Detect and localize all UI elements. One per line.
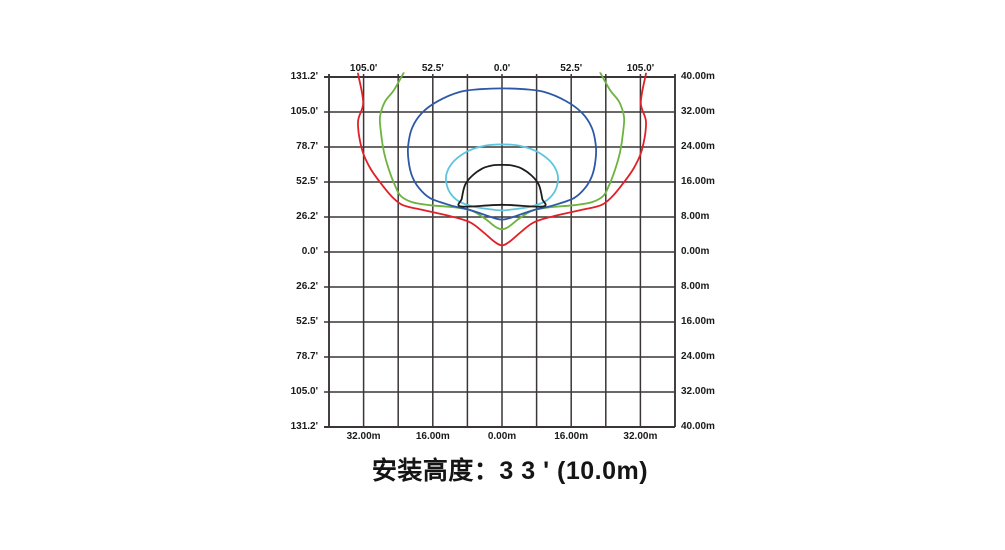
y-axis-right-label: 40.00m [681,71,715,82]
y-axis-right-label: 32.00m [681,386,715,397]
y-axis-left-label: 105.0' [290,106,318,117]
y-axis-right-label: 8.00m [681,211,710,222]
x-axis-top-label: 105.0' [626,63,655,74]
y-axis-left-label: 78.7' [296,141,318,152]
y-axis-right-label: 24.00m [681,351,715,362]
y-axis-right-label: 40.00m [681,421,715,432]
y-axis-left-label: 131.2' [290,71,318,82]
x-axis-bottom-label: 32.00m [346,431,381,442]
contour-green [378,72,626,231]
x-axis-bottom-label: 16.00m [554,431,589,442]
grid-lines [324,74,676,428]
contour-red-outer [357,72,647,247]
y-axis-right-label: 0.00m [681,246,710,257]
y-axis-right-label: 16.00m [681,316,715,327]
x-axis-top-label: 52.5' [560,63,583,74]
mounting-height-caption: 安装高度：3 3 ' (10.0m) [371,457,649,485]
x-axis-bottom-label: 0.00m [487,431,517,442]
x-axis-bottom-label: 32.00m [623,431,658,442]
contour-black-inner [457,163,547,208]
y-axis-left-label: 52.5' [296,176,318,187]
y-axis-right-label: 16.00m [681,176,715,187]
contour-blue [406,87,598,221]
y-axis-left-label: 0.0' [301,246,318,257]
y-axis-left-label: 26.2' [296,281,318,292]
y-axis-right-label: 24.00m [681,141,715,152]
y-axis-left-label: 105.0' [290,386,318,397]
y-axis-left-label: 131.2' [290,421,318,432]
x-axis-top-label: 0.0' [493,63,511,74]
contour-cyan [444,143,560,212]
y-axis-right-label: 8.00m [681,281,710,292]
y-axis-left-label: 78.7' [296,351,318,362]
x-axis-top-label: 52.5' [421,63,444,74]
x-axis-top-label: 105.0' [349,63,378,74]
y-axis-left-label: 26.2' [296,211,318,222]
isolux-contours [357,72,647,247]
chart-canvas [324,72,676,428]
x-axis-bottom-label: 16.00m [415,431,450,442]
y-axis-right-label: 32.00m [681,106,715,117]
y-axis-left-label: 52.5' [296,316,318,327]
